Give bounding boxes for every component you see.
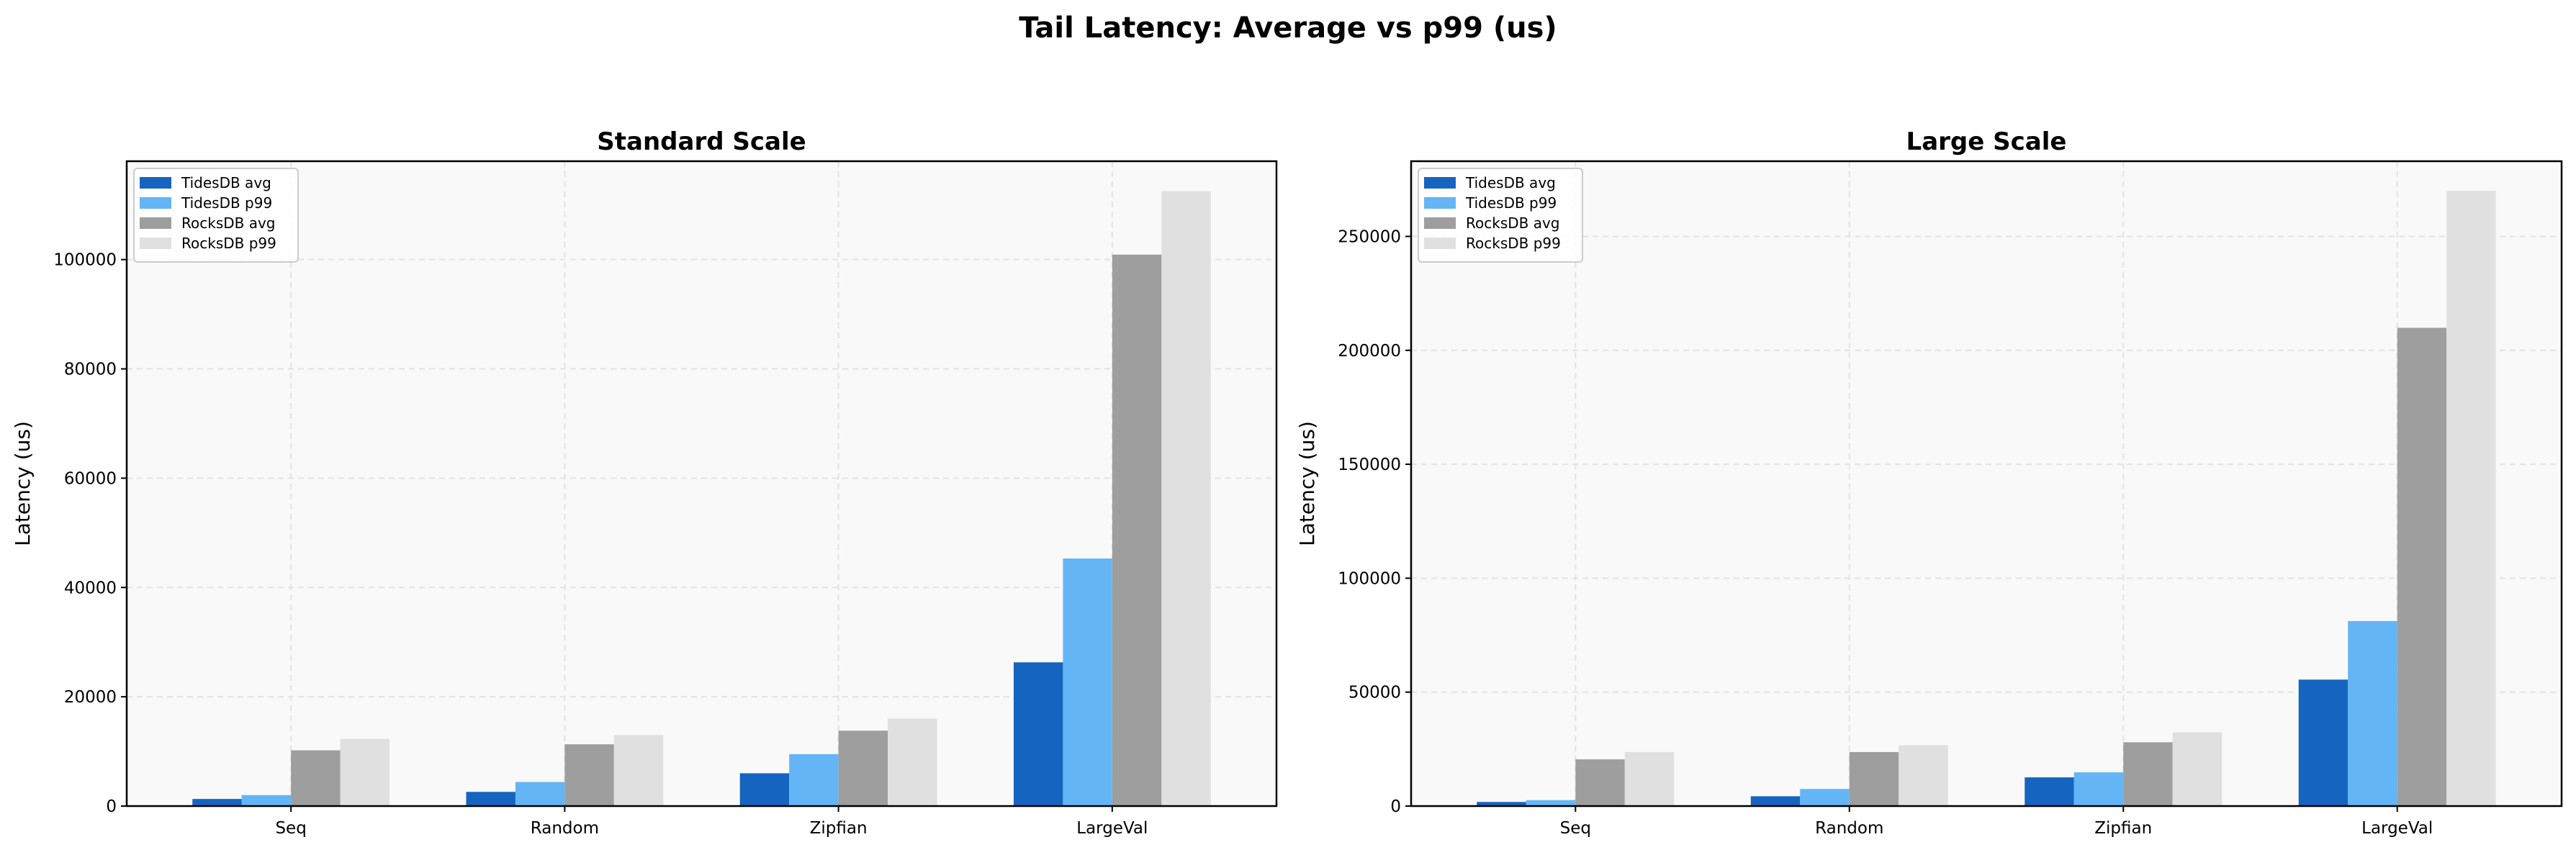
x-tick-label: LargeVal: [2361, 819, 2433, 838]
legend-label: TidesDB avg: [1465, 174, 1556, 191]
bar-rocksdb-p99: [1161, 191, 1211, 807]
legend-label: RocksDB avg: [181, 214, 276, 232]
legend-box: [1418, 168, 1583, 263]
legend-swatch: [140, 197, 171, 209]
figure-title: Tail Latency: Average vs p99 (us): [1019, 12, 1557, 45]
legend-label: TidesDB p99: [1465, 194, 1557, 212]
bar-rocksdb-p99: [2446, 191, 2496, 806]
y-tick-label: 80000: [64, 361, 117, 379]
y-tick-label: 250000: [1338, 227, 1401, 246]
bar-rocksdb-avg: [2123, 742, 2173, 806]
legend-label: TidesDB p99: [181, 194, 272, 212]
legend-swatch: [140, 177, 171, 189]
x-tick-label: Random: [531, 819, 599, 838]
bar-tidesdb-p99: [1063, 558, 1112, 806]
x-tick-label: Seq: [1560, 819, 1591, 838]
bar-tidesdb-avg: [1477, 802, 1526, 806]
bar-tidesdb-avg: [1013, 662, 1063, 806]
bar-tidesdb-avg: [2025, 777, 2074, 806]
legend: TidesDB avg TidesDB p99 RocksDB avg RocksDB…: [133, 168, 299, 263]
legend-label: TidesDB avg: [181, 174, 271, 191]
x-tick-label: LargeVal: [1076, 819, 1148, 838]
bar-tidesdb-p99: [1526, 800, 1576, 806]
bar-tidesdb-avg: [192, 799, 242, 806]
bar-rocksdb-p99: [340, 738, 390, 806]
y-tick-label: 40000: [64, 579, 117, 597]
legend-swatch: [1424, 238, 1456, 249]
legend-label: RocksDB avg: [1466, 214, 1560, 232]
bar-tidesdb-p99: [1800, 789, 1850, 806]
y-axis-label: Latency (us): [1295, 421, 1319, 546]
bar-rocksdb-avg: [564, 744, 614, 806]
x-tick-label: Zipfian: [2094, 819, 2152, 838]
y-tick-label: 50000: [1348, 684, 1401, 702]
axes-frame: [125, 160, 1278, 808]
subplot-standard-scale: 0 20000 40000 60000 80000 100000 Seq Random Zipf…: [11, 127, 1278, 838]
subplot-title: Large Scale: [1906, 127, 2067, 156]
bar-tidesdb-p99: [2073, 772, 2124, 806]
y-tick-label: 20000: [64, 688, 117, 707]
y-axis-label: Latency (us): [11, 421, 35, 546]
legend-swatch: [1424, 217, 1456, 229]
y-tick-label: 100000: [53, 251, 117, 270]
subplot-title: Standard Scale: [597, 127, 806, 156]
bar-tidesdb-p99: [2348, 620, 2397, 806]
y-tick-label: 60000: [64, 469, 117, 488]
axes-frame: [1410, 160, 2563, 808]
legend: TidesDB avg TidesDB p99 RocksDB avg RocksDB…: [1418, 168, 1583, 263]
bar-rocksdb-p99: [613, 735, 664, 806]
legend-label: RocksDB p99: [181, 235, 276, 252]
bar-tidesdb-avg: [466, 792, 515, 806]
legend-swatch: [1424, 177, 1456, 189]
bar-tidesdb-avg: [2298, 679, 2348, 806]
subplot-large-scale: 0 50000 100000 150000 200000 250000 Seq Random Z…: [1295, 127, 2563, 838]
bar-tidesdb-p99: [789, 754, 839, 806]
y-tick-label: 0: [106, 797, 117, 816]
bar-tidesdb-avg: [739, 773, 790, 806]
legend-box: [133, 168, 299, 263]
bar-rocksdb-avg: [838, 730, 888, 806]
bar-rocksdb-avg: [1575, 759, 1625, 806]
bar-rocksdb-avg: [291, 750, 341, 806]
bar-tidesdb-p99: [241, 795, 292, 806]
legend-label: RocksDB p99: [1466, 235, 1561, 252]
bar-tidesdb-p99: [515, 782, 565, 806]
bar-rocksdb-p99: [2172, 732, 2223, 806]
legend-swatch: [140, 217, 171, 229]
bar-rocksdb-p99: [1624, 751, 1675, 806]
x-tick-label: Random: [1815, 819, 1883, 838]
x-tick-label: Seq: [275, 819, 306, 838]
legend-swatch: [140, 238, 171, 249]
bar-rocksdb-avg: [1849, 751, 1899, 806]
bar-rocksdb-p99: [1899, 745, 1948, 806]
y-tick-label: 150000: [1338, 456, 1401, 474]
bar-rocksdb-avg: [1112, 254, 1162, 806]
y-tick-label: 200000: [1338, 342, 1401, 361]
y-tick-label: 0: [1390, 797, 1401, 816]
y-tick-label: 100000: [1338, 569, 1401, 588]
x-tick-label: Zipfian: [810, 819, 868, 838]
legend-swatch: [1424, 197, 1456, 209]
bar-tidesdb-avg: [1750, 796, 1801, 806]
bar-rocksdb-p99: [888, 718, 937, 806]
bar-rocksdb-avg: [2397, 327, 2447, 806]
